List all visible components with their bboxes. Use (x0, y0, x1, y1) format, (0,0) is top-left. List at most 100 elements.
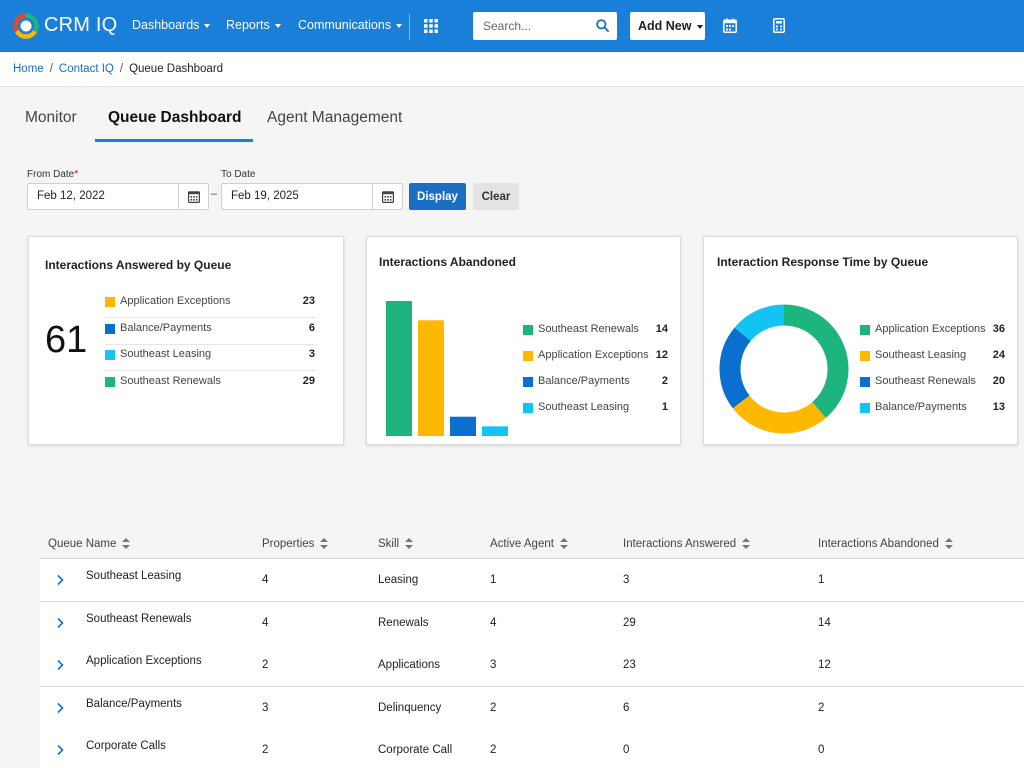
legend-item-balance-payments[interactable]: Balance/Payments 13 (860, 398, 1005, 424)
search-input[interactable] (483, 18, 593, 34)
to-date-input[interactable] (231, 190, 361, 202)
cell-queue-name: Southeast Leasing (86, 570, 182, 582)
expand-row-chevron-icon[interactable] (55, 744, 65, 756)
top-navigation-bar: CRM IQ Dashboards Reports Communications… (0, 0, 1024, 52)
chevron-down-icon (204, 23, 211, 28)
cell-queue-name: Southeast Renewals (86, 612, 192, 625)
bar-application-exceptions[interactable] (418, 320, 444, 436)
nav-reports-label: Reports (226, 18, 270, 32)
legend-value: 14 (655, 323, 668, 335)
legend-label: Southeast Renewals (875, 375, 976, 387)
legend-item-balance-payments[interactable]: Balance/Payments 6 (105, 319, 315, 345)
legend-value: 36 (992, 323, 1005, 335)
sort-icon[interactable] (320, 538, 329, 550)
legend-item-southeast-leasing[interactable]: Southeast Leasing 3 (105, 345, 315, 371)
cell-interactions-answered: 0 (623, 744, 630, 757)
legend-item-southeast-leasing[interactable]: Southeast Leasing 1 (523, 398, 668, 424)
legend-item-southeast-renewals[interactable]: Southeast Renewals 29 (105, 372, 315, 398)
expand-row-chevron-icon[interactable] (55, 659, 65, 671)
from-date-label-text: From Date (27, 169, 75, 180)
column-header-label: Active Agent (490, 538, 554, 550)
column-header-skill[interactable]: Skill (378, 538, 414, 550)
cell-skill: Renewals (378, 616, 429, 629)
expand-row-chevron-icon[interactable] (55, 702, 65, 714)
sort-icon[interactable] (944, 538, 953, 550)
legend-item-southeast-renewals[interactable]: Southeast Renewals 14 (523, 320, 668, 346)
sort-icon[interactable] (405, 538, 414, 550)
tab-queue-dashboard[interactable]: Queue Dashboard (108, 109, 242, 126)
interactions-abandoned-card: Interactions Abandoned Southeast Renewal… (366, 236, 681, 445)
nav-reports[interactable]: Reports (226, 18, 281, 32)
active-tab-indicator (95, 139, 253, 142)
tab-agent-management[interactable]: Agent Management (267, 109, 403, 126)
donut-slice-southeast-renewals[interactable] (719, 304, 849, 434)
sort-icon[interactable] (122, 538, 131, 550)
legend-item-application-exceptions[interactable]: Application Exceptions 23 (105, 292, 315, 318)
sort-icon[interactable] (742, 538, 751, 550)
add-new-button[interactable]: Add New (630, 12, 705, 40)
bar-balance-payments[interactable] (450, 416, 476, 436)
legend-item-southeast-leasing[interactable]: Southeast Leasing 24 (860, 346, 1005, 372)
table-row[interactable]: Corporate Calls 2 Corporate Call 2 0 0 (40, 729, 1024, 768)
column-header-interactions-abandoned[interactable]: Interactions Abandoned (818, 538, 953, 550)
breadcrumb-contact-iq-link[interactable]: Contact IQ (58, 63, 114, 75)
sort-icon[interactable] (559, 538, 568, 550)
legend-value: 23 (302, 295, 315, 307)
legend-value: 24 (992, 349, 1005, 361)
legend-swatch (860, 403, 870, 413)
legend-label: Southeast Leasing (538, 401, 630, 413)
cell-properties: 4 (262, 574, 269, 586)
calculator-icon[interactable] (772, 18, 786, 33)
search-box (473, 12, 617, 40)
legend-item-southeast-renewals[interactable]: Southeast Renewals 20 (860, 372, 1005, 398)
from-date-calendar-button[interactable] (178, 184, 208, 209)
calendar-icon[interactable] (723, 18, 737, 33)
from-date-input[interactable] (37, 190, 167, 202)
expand-row-chevron-icon[interactable] (55, 574, 65, 586)
add-new-label: Add New (638, 19, 692, 33)
table-header-divider (40, 558, 1024, 559)
column-header-interactions-answered[interactable]: Interactions Answered (623, 538, 751, 550)
bar-southeast-renewals[interactable] (386, 301, 412, 436)
legend-item-balance-payments[interactable]: Balance/Payments 2 (523, 372, 668, 398)
nav-communications[interactable]: Communications (298, 18, 403, 32)
expand-row-chevron-icon[interactable] (55, 617, 65, 629)
cell-active-agent: 1 (490, 574, 497, 586)
legend-swatch (860, 325, 870, 335)
legend-item-application-exceptions[interactable]: Application Exceptions 36 (860, 320, 1005, 346)
response-time-donut-chart (719, 304, 849, 434)
table-row[interactable]: Application Exceptions 2 Applications 3 23 12 (40, 644, 1024, 688)
legend-value: 3 (308, 348, 315, 360)
column-header-active-agent[interactable]: Active Agent (490, 538, 568, 550)
tab-monitor[interactable]: Monitor (25, 109, 77, 126)
cell-interactions-answered: 23 (623, 659, 636, 672)
breadcrumb-home-link[interactable]: Home (13, 63, 44, 75)
legend-label: Southeast Renewals (120, 374, 221, 387)
legend-value: 12 (655, 349, 668, 361)
bar-southeast-leasing[interactable] (482, 426, 508, 436)
table-row[interactable]: Southeast Leasing 4 Leasing 1 3 1 (40, 559, 1024, 602)
calendar-icon (188, 191, 200, 203)
cell-interactions-answered: 6 (623, 701, 630, 714)
clear-button[interactable]: Clear (473, 183, 519, 210)
legend-label: Application Exceptions (875, 323, 986, 335)
column-header-properties[interactable]: Properties (262, 538, 329, 550)
donut-slice-balance-payments[interactable] (719, 304, 849, 434)
display-button[interactable]: Display (409, 183, 466, 210)
table-row[interactable]: Southeast Renewals 4 Renewals 4 29 14 (40, 601, 1024, 645)
nav-dashboards[interactable]: Dashboards (132, 18, 211, 32)
search-icon[interactable] (596, 19, 609, 32)
donut-slice-southeast-leasing[interactable] (719, 304, 849, 434)
cell-interactions-abandoned: 12 (818, 659, 831, 672)
cell-active-agent: 2 (490, 744, 497, 757)
breadcrumb-separator: / (119, 63, 124, 75)
to-date-calendar-button[interactable] (372, 184, 402, 209)
required-marker: * (74, 169, 79, 180)
legend-item-application-exceptions[interactable]: Application Exceptions 12 (523, 346, 668, 372)
apps-grid-icon[interactable] (424, 19, 438, 33)
nav-divider (409, 14, 410, 40)
crm-iq-logo-icon[interactable] (12, 12, 40, 40)
column-header-queue-name[interactable]: Queue Name (48, 538, 131, 550)
table-row[interactable]: Balance/Payments 3 Delinquency 2 6 2 (40, 686, 1024, 730)
brand-name[interactable]: CRM IQ (44, 14, 118, 36)
